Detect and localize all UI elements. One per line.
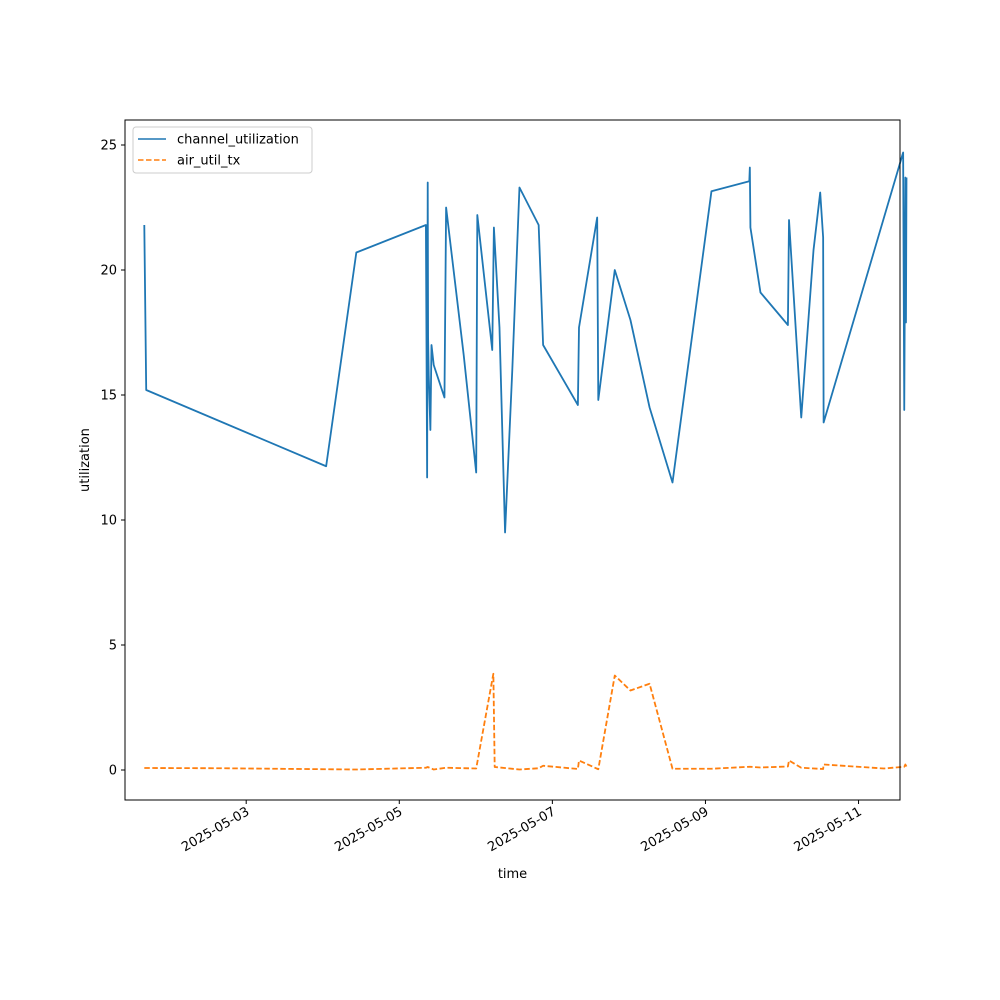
y-axis-label: utilization xyxy=(78,428,93,492)
y-tick-label: 20 xyxy=(100,264,117,279)
y-tick-label: 25 xyxy=(100,139,117,154)
series-line-channel-utilization xyxy=(143,151,908,534)
axes-frame xyxy=(124,119,901,801)
legend: channel_utilization air_util_tx xyxy=(132,126,313,174)
y-axis-ticks: 0 5 10 15 20 25 xyxy=(100,139,125,779)
x-axis-label: time xyxy=(498,867,527,882)
y-tick-label: 15 xyxy=(100,389,117,404)
legend-box xyxy=(132,126,313,174)
legend-entry-air-util-tx: air_util_tx xyxy=(177,154,241,169)
legend-entry-channel-utilization: channel_utilization xyxy=(177,133,299,148)
plot-area xyxy=(143,151,908,771)
series-line-air-util-tx xyxy=(144,672,908,771)
y-tick-label: 0 xyxy=(109,764,117,779)
y-tick-label: 10 xyxy=(100,514,117,529)
y-tick-label: 5 xyxy=(109,639,117,654)
